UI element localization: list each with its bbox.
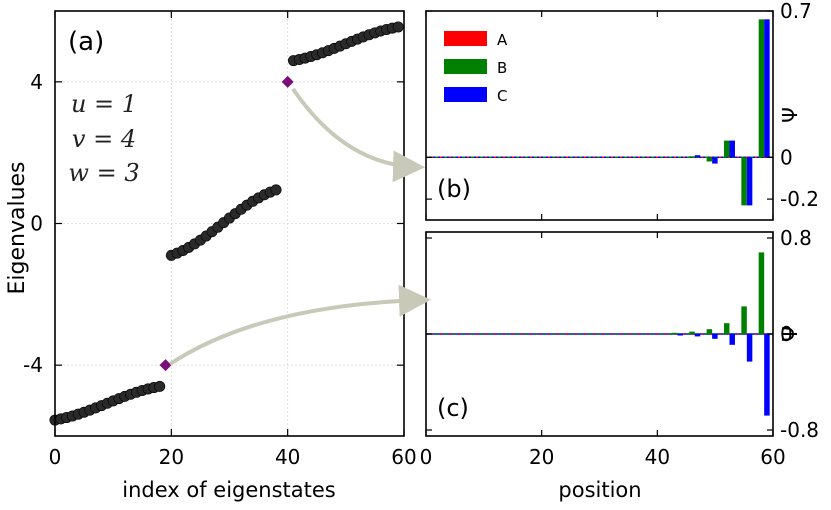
y-axis-label-a: Eigenvalues — [5, 161, 30, 294]
panel-c-label: (c) — [437, 394, 469, 422]
bar-b — [723, 323, 730, 334]
bar-c — [712, 157, 718, 164]
y-tick-label: 0 — [780, 322, 793, 346]
legend-label-b: B — [497, 59, 507, 77]
highlighted-eigenstate — [159, 359, 172, 372]
x-axis-label-a: index of eigenstates — [122, 478, 336, 502]
arrow-to-panel-b — [291, 87, 425, 183]
bar-b — [671, 332, 678, 335]
arrow-to-panel-c — [168, 284, 431, 366]
param-w: w = 3 — [68, 159, 139, 187]
bar-c — [694, 155, 701, 158]
bar-c — [764, 334, 770, 416]
panel-b-frame — [425, 10, 774, 221]
legend-label-a: A — [497, 31, 508, 49]
bar-b — [723, 140, 730, 158]
eigenvalue-point — [270, 184, 282, 196]
highlighted-eigenstate — [281, 75, 294, 88]
bar-b — [741, 306, 747, 334]
bar-b — [758, 19, 765, 158]
y-tick-label: 0.7 — [780, 0, 812, 23]
legend-swatch-c — [444, 87, 487, 102]
param-u: u = 1 — [71, 90, 137, 118]
x-tick-label: 20 — [529, 445, 554, 469]
bar-b — [706, 157, 713, 162]
legend-label-c: C — [497, 87, 507, 105]
x-tick-label: 60 — [760, 445, 785, 469]
y-axis-label-c: Ψ — [778, 326, 802, 342]
bar-b — [706, 329, 713, 334]
x-tick-label: 40 — [645, 445, 670, 469]
y-tick-label-a: 0 — [30, 212, 43, 236]
x-axis-label-c: position — [558, 478, 641, 502]
x-tick-label-a: 20 — [159, 445, 184, 469]
bar-b — [689, 331, 695, 334]
y-tick-label: 0 — [780, 145, 793, 169]
legend-swatch-a — [444, 31, 487, 46]
legend: A B C — [444, 31, 508, 105]
x-tick-label-a: 60 — [391, 445, 416, 469]
bar-c — [764, 19, 770, 158]
y-tick-label-a: 4 — [30, 70, 43, 94]
x-tick-label-a: 40 — [275, 445, 300, 469]
y-tick-label: -0.2 — [780, 187, 819, 211]
bar-c — [677, 334, 683, 336]
bar-c — [729, 140, 735, 158]
panel-b-label: (b) — [437, 175, 471, 203]
y-tick-label-a: -4 — [23, 353, 43, 377]
bar-b — [741, 157, 747, 206]
bar-c — [729, 334, 735, 345]
panel-c-wavefunction: 0 20 40 60 -0.8 0 0.8 (c) position Ψ — [420, 226, 819, 502]
panel-a-eigenvalues: 0 20 40 60 -4 0 4 (a) u = 1 v = 4 w = 3 index … — [5, 10, 417, 502]
y-tick-label: -0.8 — [780, 418, 819, 442]
bar-b — [689, 156, 695, 158]
y-axis-label-b: Ψ — [778, 107, 802, 123]
y-tick-label: 0.8 — [780, 226, 812, 250]
param-v: v = 4 — [72, 125, 136, 153]
eigenvalue-point — [154, 380, 166, 392]
panel-a-label: (a) — [68, 27, 104, 57]
legend-swatch-b — [444, 59, 487, 74]
x-tick-label-a: 0 — [49, 445, 62, 469]
panel-b-wavefunction: -0.2 0 0.7 (b) A B C Ψ — [425, 0, 819, 221]
eigenvalue-point — [392, 21, 404, 33]
bar-c — [712, 334, 718, 339]
bar-c — [746, 157, 753, 206]
bar-c — [746, 334, 753, 362]
bar-b — [758, 252, 765, 334]
x-tick-label: 0 — [420, 445, 433, 469]
bar-c — [694, 334, 701, 337]
